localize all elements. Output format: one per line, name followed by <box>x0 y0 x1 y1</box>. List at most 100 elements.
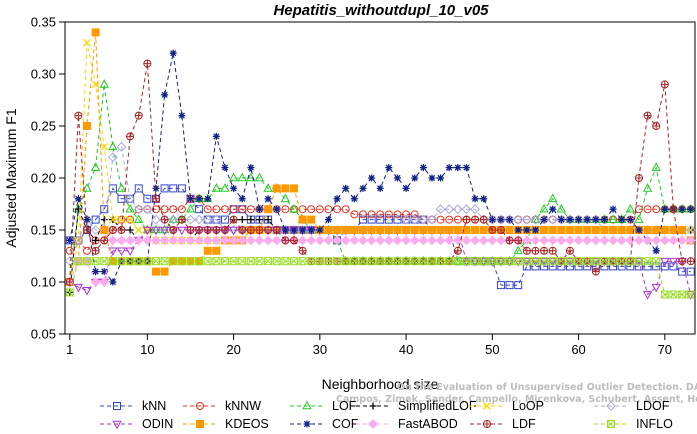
legend-item-loop: LoOP <box>470 399 544 413</box>
data-point-inflo <box>65 288 74 297</box>
data-point-odin <box>151 226 161 236</box>
data-point-cof <box>661 205 669 213</box>
data-point-ldf <box>203 226 212 234</box>
data-point-knnw <box>298 205 307 214</box>
data-point-cof <box>238 195 246 203</box>
data-point-inflo <box>126 257 135 266</box>
data-point-cof <box>540 216 548 224</box>
data-point-fastabod <box>651 235 662 246</box>
data-point-cof <box>299 226 307 234</box>
data-point-knn <box>548 262 557 271</box>
data-point-lof <box>539 203 549 213</box>
data-point-ldf <box>531 246 540 255</box>
data-point-ldof <box>202 214 213 225</box>
data-point-cof <box>626 216 634 224</box>
data-point-knnw <box>393 210 402 219</box>
data-point-odin <box>548 257 558 267</box>
data-point-inflo <box>108 257 117 266</box>
data-point-ldof <box>73 235 84 246</box>
data-point-cof <box>83 216 91 224</box>
data-point-ldf <box>281 236 290 245</box>
data-point-lof <box>289 203 299 213</box>
data-point-knn <box>117 194 126 203</box>
data-point-knnw <box>117 215 126 224</box>
x-tick-label: 60 <box>571 342 585 357</box>
data-point-fastabod <box>556 235 567 246</box>
data-point-inflo <box>479 257 488 266</box>
legend-item-lof: LOF <box>290 399 357 413</box>
data-point-cof <box>506 216 514 224</box>
data-point-ldf <box>496 226 505 234</box>
data-point-cof <box>161 91 169 99</box>
data-point-ldf <box>540 246 549 255</box>
data-point-fastabod <box>478 235 489 246</box>
data-point-ldf <box>126 132 135 141</box>
data-point-knn <box>522 262 531 271</box>
data-point-fastabod <box>616 235 627 246</box>
data-point-ldof <box>573 214 584 225</box>
data-point-ldf <box>117 226 126 234</box>
data-point-cof <box>359 184 367 192</box>
data-point-cof <box>273 205 281 213</box>
data-point-odin <box>142 226 153 236</box>
x-axis-label: Neighborhood size <box>322 376 439 392</box>
data-point-knnw <box>410 210 419 219</box>
data-point-inflo <box>574 257 583 266</box>
data-point-lof <box>513 245 523 255</box>
data-point-fastabod <box>263 235 274 246</box>
data-point-inflo <box>453 257 462 266</box>
watermark-line-1: Campos, Zimek, Sander, Campello, Micenko… <box>336 394 697 405</box>
data-point-inflo <box>427 257 436 266</box>
data-point-lof <box>634 214 644 223</box>
data-point-lof <box>625 203 636 213</box>
data-point-fastabod <box>314 235 325 246</box>
legend-marker <box>112 420 122 430</box>
data-point-kdeos <box>384 226 393 234</box>
data-point-knnw <box>453 215 462 224</box>
data-point-cof <box>316 226 324 234</box>
y-tick-label: 0.25 <box>31 119 56 134</box>
data-point-ldof <box>401 214 411 225</box>
data-point-knnw <box>333 205 342 214</box>
legend-label: FastABOD <box>398 417 458 431</box>
data-point-odin <box>461 257 472 267</box>
data-point-cof <box>454 164 462 172</box>
data-point-knnw <box>82 246 91 255</box>
data-point-kdeos <box>617 226 626 234</box>
data-point-kdeos <box>264 205 273 214</box>
data-point-kdeos <box>402 226 411 234</box>
data-point-fastabod <box>349 235 360 246</box>
data-point-kdeos <box>367 226 376 234</box>
data-point-kdeos <box>376 226 385 234</box>
data-point-cof <box>652 247 660 255</box>
data-point-knnw <box>212 205 221 214</box>
data-point-ldf <box>471 215 480 224</box>
series-line-inflo <box>69 260 691 295</box>
data-point-inflo <box>324 257 333 266</box>
data-point-knnw <box>436 215 445 224</box>
data-point-knnw <box>238 205 247 214</box>
data-point-cof <box>109 278 117 286</box>
data-point-knn <box>686 267 695 276</box>
data-point-kdeos <box>445 226 454 234</box>
data-point-inflo <box>160 257 169 266</box>
data-point-ldf <box>652 122 661 130</box>
data-point-fastabod <box>358 235 368 246</box>
data-point-ldof <box>133 204 144 215</box>
data-point-inflo <box>496 257 505 266</box>
data-point-ldf <box>272 226 281 234</box>
data-point-kdeos <box>333 226 342 234</box>
legend-item-odin: ODIN <box>100 417 173 431</box>
data-point-inflo <box>203 257 212 266</box>
data-point-lof <box>159 224 170 234</box>
data-point-ldof <box>461 204 472 215</box>
data-point-cof <box>549 205 557 213</box>
data-point-fastabod <box>435 235 446 246</box>
data-point-lof <box>228 172 239 182</box>
data-point-cof <box>281 226 289 234</box>
data-point-ldf <box>264 226 273 234</box>
data-point-inflo <box>669 290 678 299</box>
data-point-fastabod <box>444 235 455 246</box>
data-point-fastabod <box>608 235 618 246</box>
data-point-inflo <box>307 257 316 266</box>
